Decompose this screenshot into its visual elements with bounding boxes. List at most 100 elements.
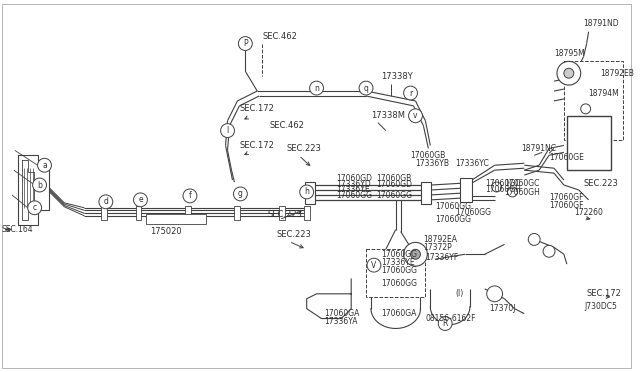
Bar (147, 214, 206, 224)
Text: 17336YC: 17336YC (455, 159, 489, 168)
Circle shape (239, 36, 252, 51)
Bar (136, 206, 141, 219)
Text: 172260: 172260 (574, 208, 603, 217)
Text: 17060GG: 17060GG (455, 208, 491, 217)
Text: 17336YD: 17336YD (337, 180, 371, 189)
Circle shape (33, 178, 47, 192)
Bar (564, 61, 623, 141)
Text: 17060GF: 17060GF (549, 193, 584, 202)
Circle shape (580, 104, 591, 114)
Text: 17060GG: 17060GG (435, 215, 471, 224)
Text: J730DC5: J730DC5 (585, 302, 618, 311)
Text: 17060GG: 17060GG (337, 191, 372, 201)
Circle shape (557, 61, 580, 85)
Text: d: d (104, 197, 108, 206)
Text: 18795M: 18795M (554, 49, 585, 58)
Text: 17060GH: 17060GH (504, 189, 540, 198)
Text: 17370J: 17370J (490, 304, 516, 313)
Text: l: l (227, 126, 228, 135)
Text: 18792EA: 18792EA (424, 235, 458, 244)
Text: 17336YA: 17336YA (324, 317, 358, 326)
Text: 17060GG: 17060GG (376, 191, 412, 201)
Bar (279, 206, 285, 219)
Text: 17336YF: 17336YF (426, 253, 459, 262)
Circle shape (564, 68, 574, 78)
Text: 17060GA: 17060GA (324, 309, 360, 318)
Text: P: P (243, 39, 248, 48)
Circle shape (300, 185, 314, 199)
Text: 17372P: 17372P (424, 243, 452, 252)
Text: 17060GG: 17060GG (381, 266, 417, 275)
Text: 17060GD: 17060GD (376, 180, 412, 189)
Circle shape (410, 249, 420, 259)
Circle shape (28, 201, 42, 215)
Circle shape (404, 243, 428, 266)
Text: 17060GC: 17060GC (484, 179, 520, 187)
Circle shape (438, 317, 452, 330)
Circle shape (234, 187, 247, 201)
Bar (305, 182, 315, 204)
Text: 17336YE: 17336YE (381, 258, 415, 267)
Bar (460, 178, 472, 202)
Text: 17060GG: 17060GG (435, 202, 471, 211)
Circle shape (508, 187, 517, 197)
Bar (421, 182, 431, 204)
Circle shape (134, 193, 147, 207)
Text: v: v (413, 111, 418, 120)
Text: SEC.172: SEC.172 (239, 141, 275, 150)
Circle shape (408, 109, 422, 123)
Bar (304, 206, 310, 219)
Text: 17060GE: 17060GE (549, 153, 584, 162)
Text: 17060GB: 17060GB (376, 174, 411, 183)
Circle shape (221, 124, 234, 138)
Text: SEC.223: SEC.223 (287, 144, 322, 153)
Text: f: f (189, 191, 191, 201)
Text: SEC.223: SEC.223 (277, 230, 312, 239)
Text: 18791NC: 18791NC (522, 144, 556, 153)
Text: 17060GA: 17060GA (381, 309, 416, 318)
Bar (185, 206, 191, 219)
Text: 17060GF: 17060GF (549, 201, 584, 210)
Text: 08156-6162F: 08156-6162F (426, 314, 476, 323)
Text: (I): (I) (455, 289, 463, 298)
Text: SEC.223: SEC.223 (584, 179, 618, 187)
Text: V: V (371, 261, 376, 270)
Circle shape (38, 158, 51, 172)
Text: 17338Y: 17338Y (381, 72, 413, 81)
Circle shape (367, 258, 381, 272)
Text: 17060GD: 17060GD (337, 174, 372, 183)
Text: r: r (409, 89, 412, 97)
Text: 18792EB: 18792EB (600, 69, 634, 78)
Circle shape (359, 81, 373, 95)
Text: SEC.223: SEC.223 (267, 210, 302, 219)
Text: e: e (138, 195, 143, 204)
Text: R: R (442, 319, 448, 328)
Text: 17338M: 17338M (371, 111, 405, 120)
Circle shape (99, 195, 113, 209)
Text: c: c (33, 203, 36, 212)
Text: a: a (42, 161, 47, 170)
Text: 17060GG: 17060GG (381, 279, 417, 288)
Text: 18791ND: 18791ND (584, 19, 620, 28)
Text: SEC.172: SEC.172 (239, 104, 275, 113)
Circle shape (492, 182, 502, 192)
Text: 18794M: 18794M (589, 89, 620, 97)
Circle shape (404, 86, 417, 100)
Text: 17060GB: 17060GB (410, 151, 446, 160)
Text: SEC.462: SEC.462 (269, 121, 304, 130)
Text: 17336YB: 17336YB (415, 159, 449, 168)
Text: 17060GH: 17060GH (484, 186, 520, 195)
Text: b: b (37, 180, 42, 189)
Text: SEC.172: SEC.172 (587, 289, 621, 298)
Circle shape (183, 189, 197, 203)
Circle shape (528, 234, 540, 246)
Text: SEC.164: SEC.164 (2, 225, 34, 234)
Text: SEC.462: SEC.462 (262, 32, 297, 41)
Circle shape (487, 286, 502, 302)
Text: 17060GC: 17060GC (504, 179, 540, 187)
Text: 17060GG: 17060GG (381, 250, 417, 259)
Text: 17336YE: 17336YE (337, 186, 370, 195)
Text: g: g (238, 189, 243, 198)
Circle shape (310, 81, 323, 95)
Text: 175020: 175020 (150, 227, 182, 236)
